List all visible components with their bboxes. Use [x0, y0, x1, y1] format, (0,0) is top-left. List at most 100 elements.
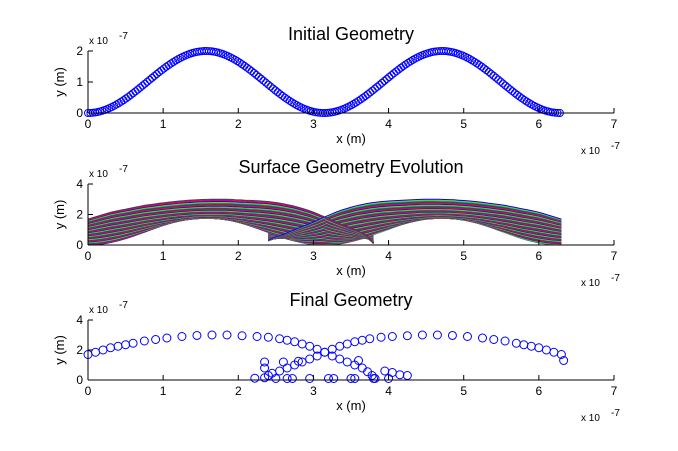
data-point — [380, 76, 389, 85]
y-multiplier: x 10 — [89, 36, 108, 47]
data-point — [397, 63, 406, 72]
data-point — [140, 79, 149, 88]
data-point — [121, 340, 131, 350]
data-point — [384, 374, 394, 383]
data-point — [245, 65, 254, 74]
y-exponent: -7 — [119, 31, 128, 42]
x-tick-label: 4 — [385, 384, 392, 398]
data-point — [266, 82, 275, 91]
data-point — [357, 335, 367, 345]
x-tick-label: 4 — [385, 117, 392, 131]
x-multiplier: x 10 — [581, 413, 600, 424]
y-tick-label: 0 — [76, 373, 83, 387]
data-point — [534, 343, 544, 353]
data-point — [139, 336, 149, 346]
data-point — [387, 368, 397, 377]
data-point — [282, 363, 292, 373]
data-point — [278, 357, 288, 367]
data-point — [350, 374, 360, 383]
y-tick-label: 4 — [76, 313, 83, 327]
evolution-line — [87, 198, 374, 244]
data-point — [525, 98, 534, 107]
data-point — [145, 75, 154, 84]
x-tick-label: 7 — [611, 384, 618, 398]
data-point — [106, 343, 116, 353]
x-tick-label: 7 — [611, 249, 618, 263]
data-point — [501, 81, 510, 90]
data-point — [498, 79, 507, 88]
x-axis-label: x (m) — [336, 398, 366, 413]
data-point — [335, 341, 345, 351]
x-tick-label: 1 — [160, 117, 167, 131]
data-point — [287, 374, 297, 383]
data-point — [252, 332, 262, 341]
data-point — [382, 74, 391, 83]
data-point — [487, 69, 496, 78]
plot-area — [83, 330, 569, 383]
data-point — [387, 332, 397, 341]
data-point — [376, 332, 386, 342]
data-point — [432, 330, 442, 340]
data-point — [278, 91, 287, 100]
data-point — [417, 330, 427, 340]
data-point — [373, 82, 382, 91]
data-point — [276, 90, 285, 99]
data-point — [519, 340, 529, 350]
data-point — [222, 330, 232, 340]
data-point — [375, 80, 384, 89]
data-point — [297, 339, 307, 349]
x-multiplier: x 10 — [581, 146, 600, 157]
data-point — [260, 373, 270, 383]
data-point — [350, 337, 360, 347]
data-point — [252, 70, 261, 79]
subplot-1: Initial Geometry 0 1 2 3 4 5 6 7 0 1 2 x (m) y (m) x 1… — [52, 24, 620, 157]
data-point — [192, 330, 202, 340]
data-point — [162, 333, 172, 343]
data-point — [249, 69, 258, 78]
plot-area — [87, 198, 562, 246]
data-point — [559, 356, 569, 365]
data-point — [511, 338, 521, 348]
data-point — [500, 336, 510, 346]
x-tick-label: 5 — [460, 117, 467, 131]
data-point — [402, 331, 412, 341]
data-point — [526, 341, 536, 351]
y-exponent: -7 — [119, 300, 128, 311]
data-point — [124, 92, 133, 101]
data-point — [169, 57, 178, 66]
y-axis-label: y (m) — [52, 200, 67, 230]
x-tick-label: 2 — [235, 249, 242, 263]
y-tick-label: 0 — [76, 106, 83, 120]
data-point — [207, 330, 217, 340]
y-exponent: -7 — [119, 164, 128, 175]
y-tick-label: 2 — [76, 44, 83, 58]
data-point — [98, 345, 108, 355]
x-tick-label: 4 — [385, 249, 392, 263]
x-tick-label: 5 — [460, 249, 467, 263]
data-point — [496, 77, 505, 86]
data-point — [335, 354, 345, 364]
data-point — [148, 73, 157, 82]
data-point — [395, 370, 405, 380]
x-tick-label: 3 — [310, 384, 317, 398]
chart-title: Surface Geometry Evolution — [238, 157, 463, 177]
data-point — [323, 374, 333, 383]
y-tick-label: 4 — [76, 177, 83, 191]
data-point — [378, 78, 387, 87]
data-point — [312, 351, 322, 361]
data-point — [138, 81, 147, 90]
data-point — [293, 356, 303, 366]
data-point — [297, 357, 307, 367]
x-tick-label: 6 — [536, 117, 543, 131]
data-point — [327, 344, 337, 354]
x-exponent: -7 — [611, 408, 620, 419]
data-point — [478, 333, 487, 343]
x-tick-label: 0 — [85, 117, 92, 131]
data-point — [406, 57, 415, 66]
data-point — [385, 73, 394, 82]
data-point — [549, 347, 559, 357]
data-point — [489, 71, 498, 80]
data-point — [515, 92, 524, 101]
data-point — [342, 357, 352, 367]
data-point — [305, 374, 315, 383]
